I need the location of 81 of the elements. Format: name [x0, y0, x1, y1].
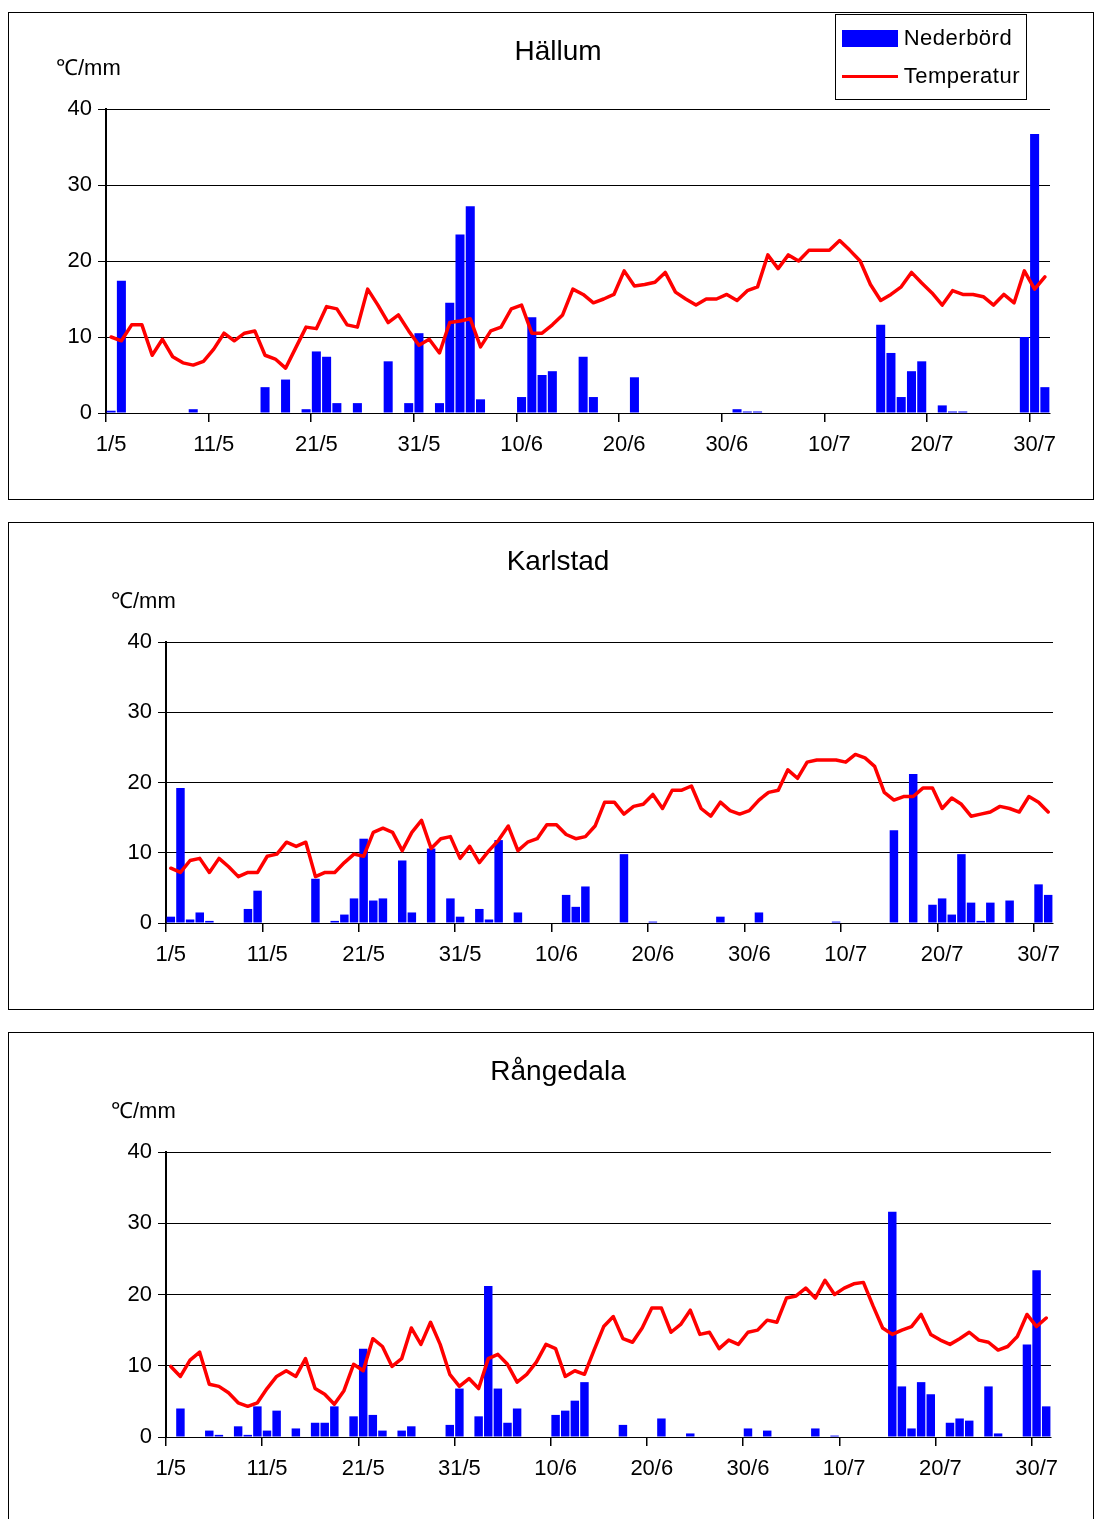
chart-title: Hällum — [514, 34, 602, 66]
y-tick-label: 0 — [79, 399, 92, 425]
x-tick-label: 30/6 — [727, 941, 771, 967]
y-tick-label: 10 — [67, 323, 92, 349]
x-tick-label: 10/7 — [824, 941, 868, 967]
y-tick-label: 20 — [127, 768, 152, 794]
bar — [762, 1430, 772, 1437]
x-tick-label: 31/5 — [397, 431, 441, 457]
bar — [619, 854, 629, 923]
bar — [716, 916, 725, 923]
y-tick-label: 40 — [67, 95, 92, 121]
bar — [311, 878, 320, 923]
x-tick-label: 21/5 — [342, 941, 386, 967]
bar — [397, 860, 407, 923]
legend-label: Temperatur — [903, 63, 1020, 89]
bar — [281, 379, 291, 413]
bar — [629, 377, 639, 413]
x-tick-label: 20/7 — [920, 941, 964, 967]
bar — [233, 1426, 243, 1437]
x-tick-label: 30/7 — [1013, 431, 1057, 457]
bar — [743, 1428, 753, 1437]
bar — [889, 830, 899, 923]
x-tick-label: 30/7 — [1017, 941, 1060, 967]
bar — [811, 1428, 820, 1437]
x-tick-label: 21/5 — [294, 431, 338, 457]
y-tick-label: 10 — [127, 1351, 152, 1377]
bar — [686, 1433, 695, 1437]
y-axis-title: ℃/mm — [56, 55, 121, 81]
y-axis-title: ℃/mm — [111, 588, 176, 614]
x-tick-label: 20/6 — [630, 1455, 674, 1481]
bar — [908, 774, 918, 923]
y-tick-label: 10 — [127, 838, 152, 864]
y-tick-label: 0 — [139, 1423, 152, 1449]
x-tick-label: 10/7 — [822, 1455, 866, 1481]
x-tick-label: 10/6 — [534, 1455, 578, 1481]
x-tick-label: 1/5 — [95, 431, 127, 457]
bar — [188, 409, 198, 413]
x-tick-label: 1/5 — [155, 1455, 187, 1481]
chart-title: Rångedala — [490, 1054, 627, 1086]
x-tick-label: 1/5 — [155, 941, 187, 967]
bar — [561, 894, 571, 923]
x-tick-label: 11/5 — [246, 1455, 288, 1481]
y-tick-label: 20 — [67, 247, 92, 273]
x-tick-label: 10/6 — [535, 941, 578, 967]
x-tick-label: 31/5 — [438, 941, 482, 967]
x-tick-label: 11/5 — [193, 431, 235, 457]
bar — [657, 1418, 666, 1437]
bar — [926, 1394, 935, 1437]
x-tick-label: 30/6 — [705, 431, 749, 457]
bar — [176, 1408, 185, 1437]
bar — [352, 403, 362, 413]
y-tick-label: 30 — [67, 171, 92, 197]
y-tick-label: 40 — [127, 628, 152, 654]
bar — [291, 1428, 301, 1437]
bar — [260, 387, 270, 413]
x-tick-label: 20/7 — [918, 1455, 962, 1481]
bar — [383, 361, 393, 413]
bar — [618, 1424, 628, 1437]
x-tick-label: 20/6 — [602, 431, 646, 457]
x-tick-label: 30/7 — [1015, 1455, 1058, 1481]
chart-title: Karlstad — [506, 544, 610, 576]
y-tick-label: 30 — [127, 698, 152, 724]
y-tick-label: 20 — [127, 1280, 152, 1306]
x-tick-label: 11/5 — [246, 941, 288, 967]
x-tick-label: 10/6 — [500, 431, 543, 457]
y-axis-title: ℃/mm — [111, 1098, 176, 1124]
bar — [426, 848, 436, 923]
bar — [754, 912, 764, 923]
x-tick-label: 20/7 — [910, 431, 954, 457]
x-tick-label: 10/7 — [807, 431, 851, 457]
y-tick-label: 40 — [127, 1138, 152, 1164]
legend-label: Nederbörd — [903, 25, 1013, 51]
x-tick-label: 21/5 — [341, 1455, 385, 1481]
x-tick-label: 20/6 — [631, 941, 675, 967]
y-tick-label: 30 — [127, 1209, 152, 1235]
bar — [513, 912, 523, 923]
y-tick-label: 0 — [139, 909, 152, 935]
bar — [1005, 900, 1014, 923]
x-tick-label: 30/6 — [726, 1455, 770, 1481]
bar — [407, 912, 417, 923]
x-tick-label: 31/5 — [437, 1455, 481, 1481]
